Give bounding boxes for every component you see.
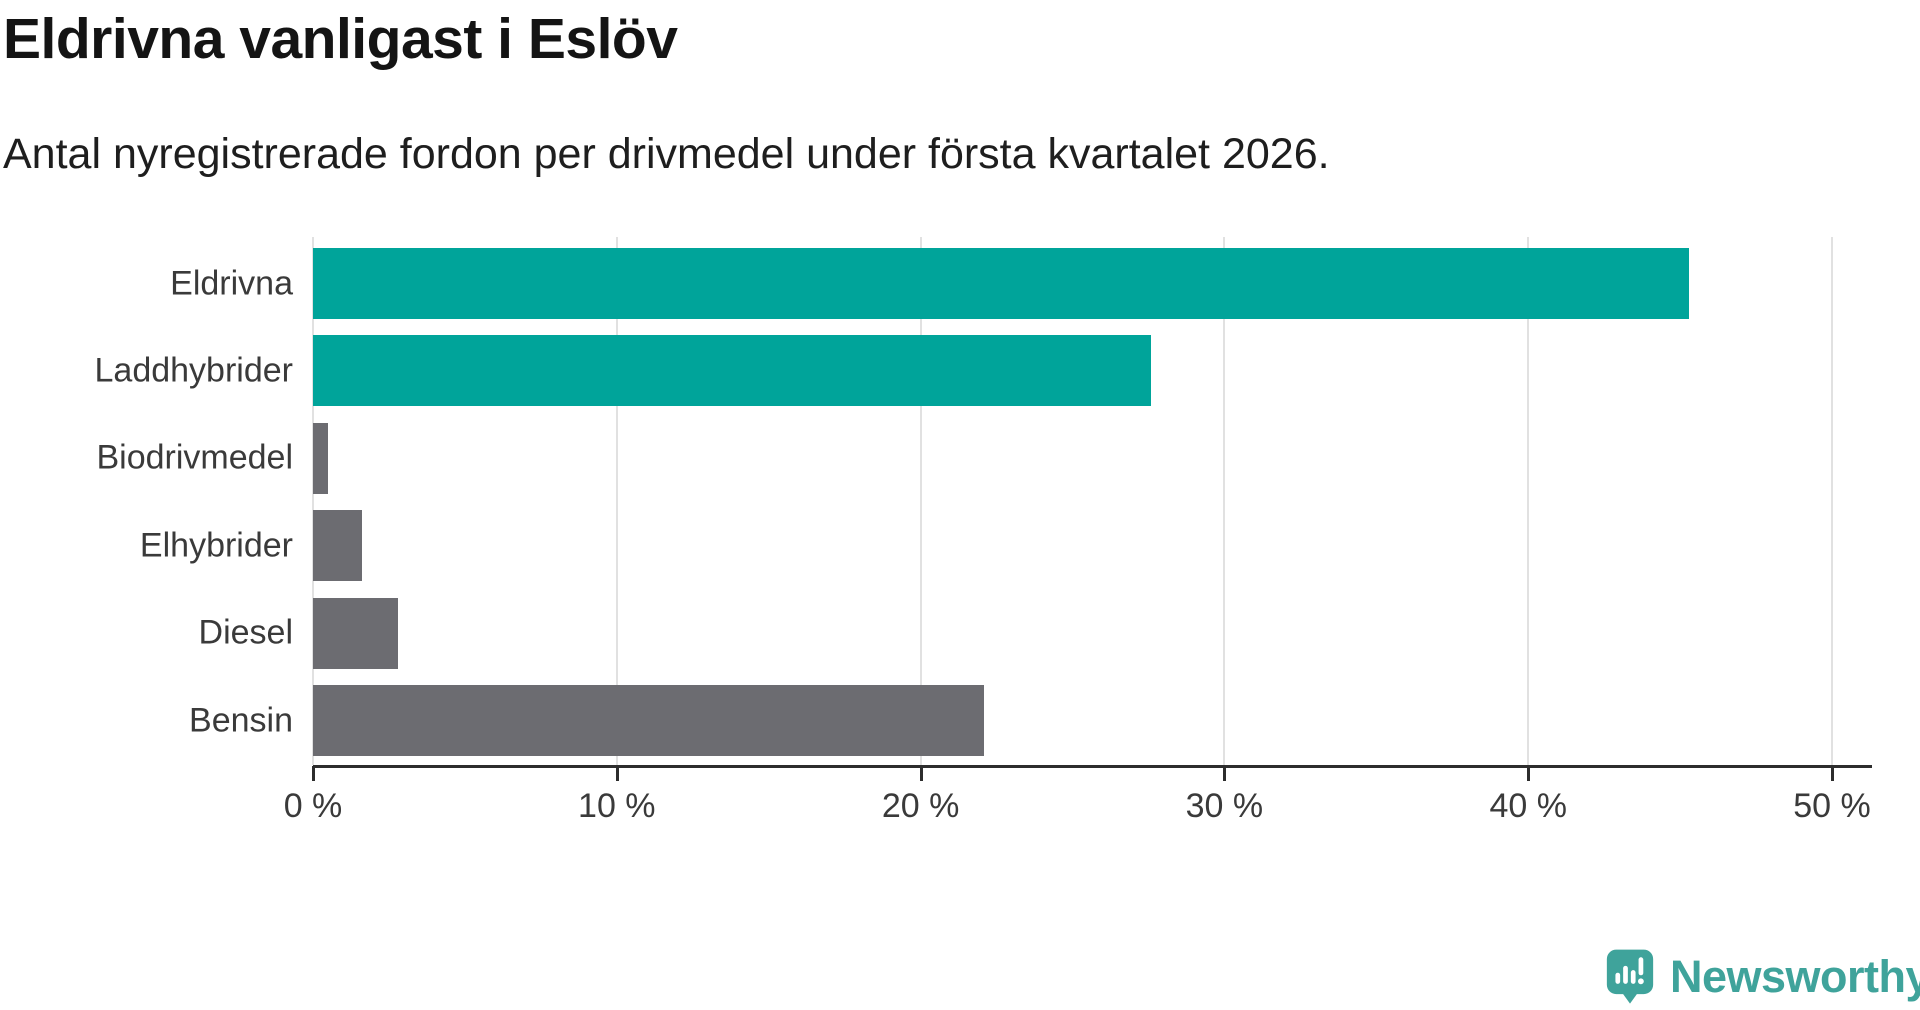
gridline-40 xyxy=(1527,237,1530,765)
x-tick-label-20: 20 % xyxy=(881,787,960,825)
gridline-20 xyxy=(919,237,922,765)
category-label-elhybrider: Elhybrider xyxy=(139,526,293,565)
x-tick-10 xyxy=(615,766,619,781)
x-tick-0 xyxy=(312,766,315,781)
category-label-biodrivmedel: Biodrivmedel xyxy=(96,438,293,477)
x-tick-40 xyxy=(1527,766,1531,781)
gridline-0 xyxy=(312,237,314,765)
newsworthy-logo-text: Newsworthy xyxy=(1670,951,1920,1002)
x-tick-20 xyxy=(919,766,923,781)
category-label-diesel: Diesel xyxy=(198,613,293,652)
gridline-30 xyxy=(1223,237,1226,765)
chart-subtitle: Antal nyregistrerade fordon per drivmede… xyxy=(3,130,1330,178)
chart-title: Eldrivna vanligast i Eslöv xyxy=(3,7,678,71)
bar-laddhybrider xyxy=(313,335,1152,407)
bar-bensin xyxy=(313,685,985,756)
x-tick-label-40: 40 % xyxy=(1489,787,1567,825)
newsworthy-logo: Newsworthy xyxy=(1604,947,1920,1007)
gridline-10 xyxy=(615,237,618,765)
bar-eldrivna xyxy=(313,248,1690,319)
gridline-50 xyxy=(1831,237,1833,765)
x-tick-50 xyxy=(1831,766,1834,781)
x-tick-label-0: 0 % xyxy=(283,787,343,825)
x-tick-label-30: 30 % xyxy=(1185,787,1264,825)
bar-elhybrider xyxy=(313,510,362,582)
bar-diesel xyxy=(313,597,399,669)
x-tick-30 xyxy=(1223,766,1227,781)
category-label-laddhybrider: Laddhybrider xyxy=(94,351,293,390)
category-label-bensin: Bensin xyxy=(189,701,293,739)
x-tick-label-50: 50 % xyxy=(1793,787,1871,825)
x-tick-label-10: 10 % xyxy=(578,787,656,825)
x-axis-line xyxy=(313,765,1872,768)
speech-bubble-bar-chart-icon xyxy=(1606,949,1654,1004)
bar-biodrivmedel xyxy=(313,422,329,494)
category-label-eldrivna: Eldrivna xyxy=(170,264,293,302)
